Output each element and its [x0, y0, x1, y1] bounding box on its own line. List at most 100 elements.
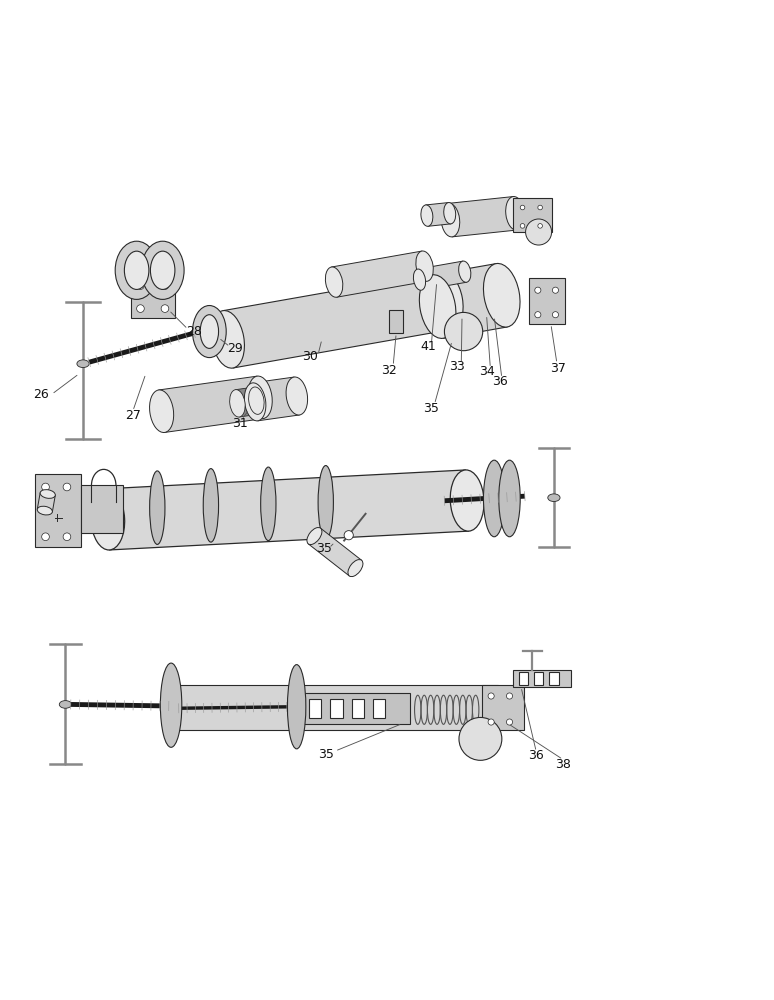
Ellipse shape	[149, 390, 173, 433]
Ellipse shape	[444, 203, 456, 224]
Text: 27: 27	[125, 409, 141, 422]
Bar	[176, 685, 498, 730]
Circle shape	[553, 312, 559, 318]
Circle shape	[535, 287, 541, 293]
Ellipse shape	[505, 197, 525, 230]
Text: 30: 30	[303, 350, 318, 363]
Bar	[35, 474, 80, 547]
Text: 33: 33	[450, 360, 465, 373]
Text: 28: 28	[186, 325, 202, 338]
Bar	[299, 693, 410, 724]
Ellipse shape	[286, 377, 307, 415]
Circle shape	[63, 533, 70, 541]
Ellipse shape	[211, 311, 245, 368]
Ellipse shape	[91, 489, 125, 550]
Text: 26: 26	[33, 388, 49, 401]
Ellipse shape	[115, 241, 158, 299]
Text: 32: 32	[381, 364, 396, 377]
Polygon shape	[418, 261, 467, 290]
Ellipse shape	[193, 306, 226, 358]
Circle shape	[538, 224, 543, 228]
Ellipse shape	[420, 275, 456, 338]
Polygon shape	[106, 470, 469, 550]
Text: 35: 35	[318, 748, 334, 761]
Circle shape	[488, 693, 494, 699]
Ellipse shape	[200, 315, 218, 348]
Bar	[513, 198, 552, 232]
Ellipse shape	[141, 241, 184, 299]
Text: 41: 41	[420, 340, 437, 353]
Ellipse shape	[77, 360, 89, 368]
Ellipse shape	[413, 269, 426, 290]
Circle shape	[344, 531, 353, 540]
Circle shape	[137, 282, 144, 289]
Ellipse shape	[125, 251, 149, 289]
Bar	[351, 699, 364, 718]
Bar	[389, 310, 403, 333]
Circle shape	[161, 282, 169, 289]
Ellipse shape	[60, 701, 71, 708]
Ellipse shape	[248, 387, 264, 414]
Circle shape	[506, 693, 512, 699]
Text: 34: 34	[478, 365, 495, 378]
Ellipse shape	[150, 251, 175, 289]
Ellipse shape	[245, 383, 266, 421]
Bar	[131, 276, 175, 318]
Circle shape	[161, 305, 169, 312]
Polygon shape	[223, 272, 451, 368]
Ellipse shape	[230, 390, 245, 417]
Polygon shape	[159, 376, 263, 432]
Text: 35: 35	[317, 542, 332, 555]
Circle shape	[535, 312, 541, 318]
Bar	[482, 685, 524, 730]
Ellipse shape	[450, 470, 484, 531]
Circle shape	[137, 305, 144, 312]
Circle shape	[459, 717, 502, 760]
Bar	[330, 699, 343, 718]
Circle shape	[526, 219, 552, 245]
Circle shape	[444, 312, 483, 351]
Text: 38: 38	[555, 758, 571, 771]
Text: 31: 31	[232, 417, 248, 430]
Bar	[309, 699, 321, 718]
Bar	[534, 672, 543, 685]
Ellipse shape	[248, 376, 272, 419]
Ellipse shape	[441, 203, 460, 237]
Ellipse shape	[348, 560, 363, 577]
Bar	[80, 485, 123, 533]
Text: 36: 36	[492, 375, 509, 388]
Ellipse shape	[325, 267, 343, 297]
Ellipse shape	[160, 663, 182, 747]
Ellipse shape	[307, 528, 322, 545]
Ellipse shape	[484, 460, 505, 537]
Ellipse shape	[498, 460, 520, 537]
Polygon shape	[252, 377, 300, 421]
Polygon shape	[449, 197, 517, 237]
Polygon shape	[37, 493, 55, 512]
Text: 35: 35	[423, 402, 440, 415]
Circle shape	[520, 205, 525, 210]
Circle shape	[506, 719, 512, 725]
Bar	[373, 699, 385, 718]
Text: 36: 36	[529, 749, 544, 762]
Ellipse shape	[204, 469, 218, 542]
Bar	[513, 670, 570, 687]
Text: 37: 37	[550, 362, 567, 375]
Ellipse shape	[416, 251, 433, 281]
Bar	[519, 672, 528, 685]
Polygon shape	[432, 264, 507, 338]
Ellipse shape	[149, 471, 165, 544]
Circle shape	[488, 719, 494, 725]
Polygon shape	[308, 528, 361, 576]
Ellipse shape	[459, 261, 471, 282]
Polygon shape	[235, 387, 259, 417]
Ellipse shape	[37, 506, 53, 515]
Circle shape	[553, 287, 559, 293]
Ellipse shape	[421, 205, 433, 226]
Bar	[529, 278, 565, 324]
Ellipse shape	[484, 263, 520, 327]
Circle shape	[520, 224, 525, 228]
Text: 29: 29	[228, 342, 243, 355]
Circle shape	[42, 483, 50, 491]
Polygon shape	[331, 251, 427, 297]
